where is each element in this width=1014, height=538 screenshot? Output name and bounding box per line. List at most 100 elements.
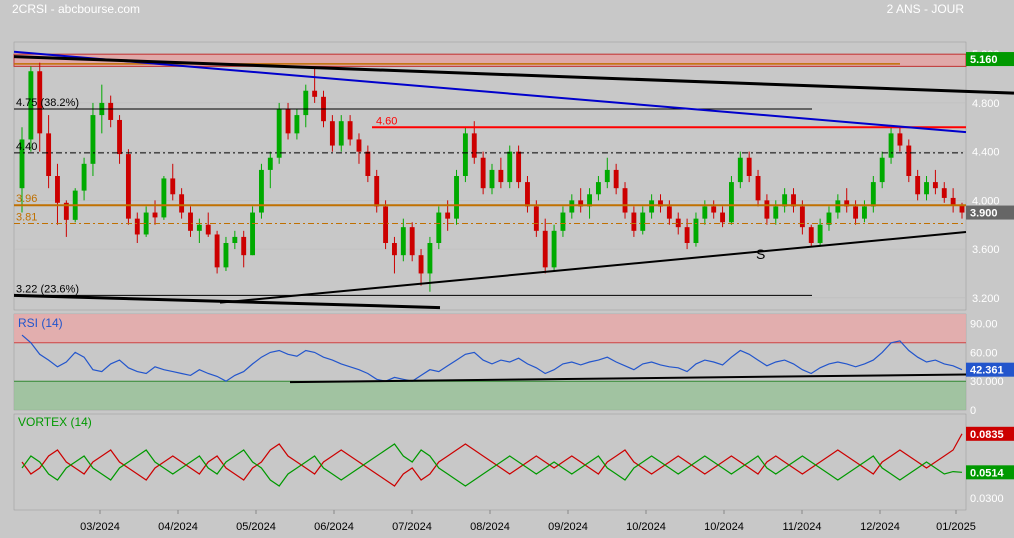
candle-body xyxy=(746,157,752,176)
x-tick-label: 10/2024 xyxy=(626,521,666,533)
price-tick-label: 3.600 xyxy=(972,244,1000,256)
candle-body xyxy=(666,206,672,219)
candle-body xyxy=(196,224,202,231)
candle-body xyxy=(587,194,592,207)
candle-body xyxy=(702,206,708,219)
vortex-plus-line xyxy=(21,433,963,487)
candle-body xyxy=(276,109,282,158)
candle-body xyxy=(250,212,256,256)
upper-trendline xyxy=(13,55,1014,95)
candle-body xyxy=(241,236,247,256)
candle-body xyxy=(489,169,495,189)
candle-body xyxy=(365,151,371,176)
candle-body xyxy=(223,243,229,268)
candle-body xyxy=(870,182,876,207)
candle-body xyxy=(498,169,504,183)
candle-body xyxy=(294,115,300,134)
candle-body xyxy=(462,133,468,176)
candle-body xyxy=(932,182,938,189)
candle-body xyxy=(578,200,584,207)
x-tick-label: 07/2024 xyxy=(392,521,432,533)
candle-body xyxy=(720,212,726,223)
candle-body xyxy=(232,236,238,243)
x-tick-label: 09/2024 xyxy=(548,521,588,533)
price-tick-label: 4.800 xyxy=(972,98,1000,110)
resistance-value: 5.160 xyxy=(970,54,998,66)
candle-body xyxy=(134,218,140,235)
price-tick-label: 3.200 xyxy=(972,293,1000,305)
candle-body xyxy=(516,151,522,183)
candle-body xyxy=(374,176,380,207)
candle-body xyxy=(649,200,655,213)
candle-body xyxy=(267,157,273,170)
level-label: 3.81 xyxy=(16,212,37,224)
candle-body xyxy=(737,157,743,183)
candle-body xyxy=(427,243,433,274)
candle-body xyxy=(214,234,220,268)
candle-body xyxy=(791,194,796,207)
candle-body xyxy=(595,182,601,195)
candle-body xyxy=(81,163,87,191)
support-trendline xyxy=(219,231,967,304)
candle-body xyxy=(108,102,114,120)
candle-body xyxy=(507,151,513,183)
rsi-tick-label: 60.00 xyxy=(970,347,998,359)
candle-body xyxy=(445,212,451,219)
candle-body xyxy=(418,255,424,274)
candle-body xyxy=(383,206,389,243)
candle-body xyxy=(817,224,823,243)
candle-body xyxy=(409,227,415,256)
candle-body xyxy=(285,109,291,134)
rsi-series-line xyxy=(21,334,963,382)
candle-body xyxy=(728,182,734,223)
candle-body xyxy=(782,194,788,207)
rsi-tick-label: 0 xyxy=(970,405,976,417)
rsi-tick-label: 30.000 xyxy=(970,376,1004,388)
level-label: 3.96 xyxy=(16,193,37,205)
candle-body xyxy=(551,230,557,268)
candle-body xyxy=(560,212,566,231)
candle-body xyxy=(356,139,362,152)
candle-body xyxy=(542,230,548,268)
rsi-trendline xyxy=(289,373,967,384)
candle-body xyxy=(604,169,610,183)
x-tick-label: 06/2024 xyxy=(314,521,354,533)
candle-body xyxy=(844,200,850,207)
candle-body xyxy=(525,182,530,207)
candle-body xyxy=(170,178,176,195)
level-label: 4.75 (38.2%) xyxy=(16,97,79,109)
vortex-value-badge xyxy=(966,426,1014,441)
rsi-overbought-zone xyxy=(14,314,966,343)
chart-period[interactable]: 2 ANS - JOUR xyxy=(886,2,964,16)
candle-body xyxy=(941,188,947,198)
rsi-label: RSI (14) xyxy=(18,316,63,330)
candle-body xyxy=(799,206,805,228)
candle-body xyxy=(436,212,442,243)
candle-body xyxy=(888,133,894,158)
x-tick-label: 05/2024 xyxy=(236,521,276,533)
candle-body xyxy=(205,224,211,235)
candle-body xyxy=(835,200,841,213)
price-tick-label: 4.000 xyxy=(972,195,1000,207)
candle-body xyxy=(613,169,619,189)
candle-body xyxy=(303,90,309,116)
resistance-badge xyxy=(966,52,1014,67)
candle-body xyxy=(640,212,646,231)
candle-body xyxy=(533,206,539,231)
x-tick-label: 12/2024 xyxy=(860,521,900,533)
candle-body xyxy=(90,115,96,164)
candle-body xyxy=(950,197,956,206)
candle-body xyxy=(152,212,158,218)
candle-body xyxy=(125,154,131,219)
x-tick-label: 08/2024 xyxy=(470,521,510,533)
support-annotation: S xyxy=(756,246,765,262)
chart-title: 2CRSI - abcbourse.com xyxy=(12,2,141,16)
candle-body xyxy=(853,206,859,219)
candle-body xyxy=(773,206,779,219)
last-price-value: 3.900 xyxy=(970,208,998,220)
candle-body xyxy=(19,139,25,189)
level-label: 3.22 (23.6%) xyxy=(16,283,79,295)
level-label: 4.40 xyxy=(16,141,37,153)
candle-body xyxy=(312,90,318,97)
candle-body xyxy=(392,243,397,256)
